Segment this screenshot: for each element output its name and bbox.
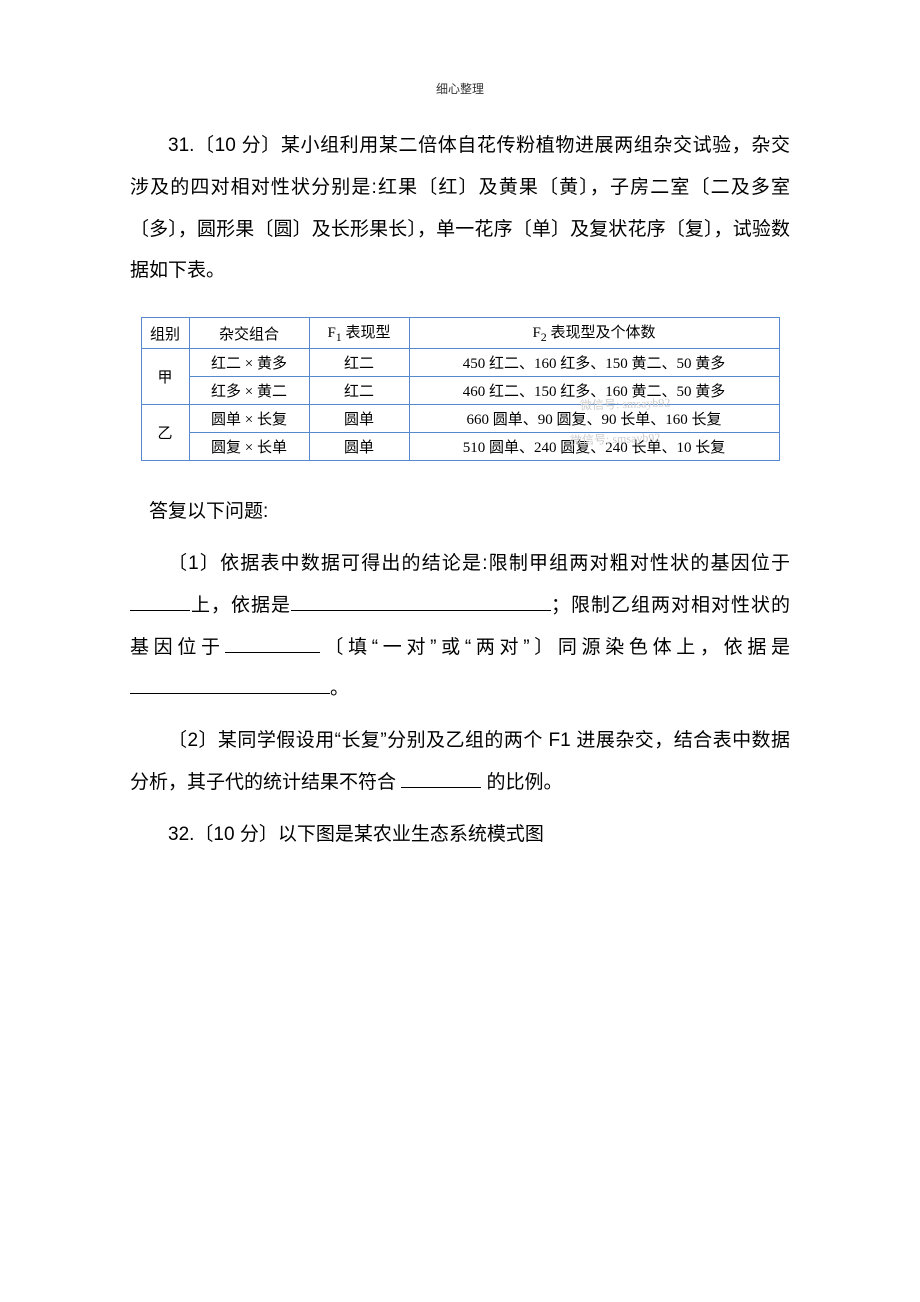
col-header-group: 组别 bbox=[141, 318, 189, 349]
combo-cell: 圆单 × 长复 bbox=[189, 405, 309, 433]
answer-heading: 答复以下问题: bbox=[130, 491, 790, 533]
col-header-combo: 杂交组合 bbox=[189, 318, 309, 349]
data-table-wrap: 组别 杂交组合 F1 表现型 F2 表现型及个体数 甲 红二 × 黄多 红二 4… bbox=[130, 317, 790, 461]
f2-cell: 450 红二、160 红多、150 黄二、50 黄多 bbox=[409, 349, 779, 377]
f2-cell: 460 红二、150 红多、160 黄二、50 黄多 bbox=[409, 377, 779, 405]
table-header-row: 组别 杂交组合 F1 表现型 F2 表现型及个体数 bbox=[141, 318, 779, 349]
fill-blank[interactable] bbox=[130, 592, 190, 611]
q32-intro: 32.〔10 分〕以下图是某农业生态系统模式图 bbox=[130, 814, 790, 856]
page-header: 细心整理 bbox=[130, 80, 790, 97]
group-cell-yi: 乙 bbox=[141, 405, 189, 461]
table-row: 圆复 × 长单 圆单 510 圆单、240 圆复、240 长单、10 长复 bbox=[141, 433, 779, 461]
fill-blank[interactable] bbox=[225, 634, 320, 653]
combo-cell: 红多 × 黄二 bbox=[189, 377, 309, 405]
f2-cell: 660 圆单、90 圆复、90 长单、160 长复 bbox=[409, 405, 779, 433]
q31-intro: 31.〔10 分〕某小组利用某二倍体自花传粉植物进展两组杂交试验，杂交涉及的四对… bbox=[130, 125, 790, 292]
f1-cell: 圆单 bbox=[309, 433, 409, 461]
fill-blank[interactable] bbox=[401, 769, 481, 788]
col-header-f1: F1 表现型 bbox=[309, 318, 409, 349]
table-row: 乙 圆单 × 长复 圆单 660 圆单、90 圆复、90 长单、160 长复 bbox=[141, 405, 779, 433]
document-page: 细心整理 31.〔10 分〕某小组利用某二倍体自花传粉植物进展两组杂交试验，杂交… bbox=[0, 0, 920, 1166]
table-row: 甲 红二 × 黄多 红二 450 红二、160 红多、150 黄二、50 黄多 bbox=[141, 349, 779, 377]
f1-cell: 红二 bbox=[309, 377, 409, 405]
f1-cell: 圆单 bbox=[309, 405, 409, 433]
table-row: 红多 × 黄二 红二 460 红二、150 红多、160 黄二、50 黄多 bbox=[141, 377, 779, 405]
f1-cell: 红二 bbox=[309, 349, 409, 377]
q31-sub1: 〔1〕依据表中数据可得出的结论是:限制甲组两对粗对性状的基因位于上，依据是；限制… bbox=[130, 543, 790, 710]
group-cell-jia: 甲 bbox=[141, 349, 189, 405]
combo-cell: 红二 × 黄多 bbox=[189, 349, 309, 377]
col-header-f2: F2 表现型及个体数 bbox=[409, 318, 779, 349]
fill-blank[interactable] bbox=[130, 675, 330, 694]
combo-cell: 圆复 × 长单 bbox=[189, 433, 309, 461]
fill-blank[interactable] bbox=[291, 592, 551, 611]
f2-cell: 510 圆单、240 圆复、240 长单、10 长复 bbox=[409, 433, 779, 461]
cross-experiment-table: 组别 杂交组合 F1 表现型 F2 表现型及个体数 甲 红二 × 黄多 红二 4… bbox=[141, 317, 780, 461]
q31-sub2: 〔2〕某同学假设用“长复”分别及乙组的两个 F1 进展杂交，结合表中数据分析，其… bbox=[130, 720, 790, 804]
